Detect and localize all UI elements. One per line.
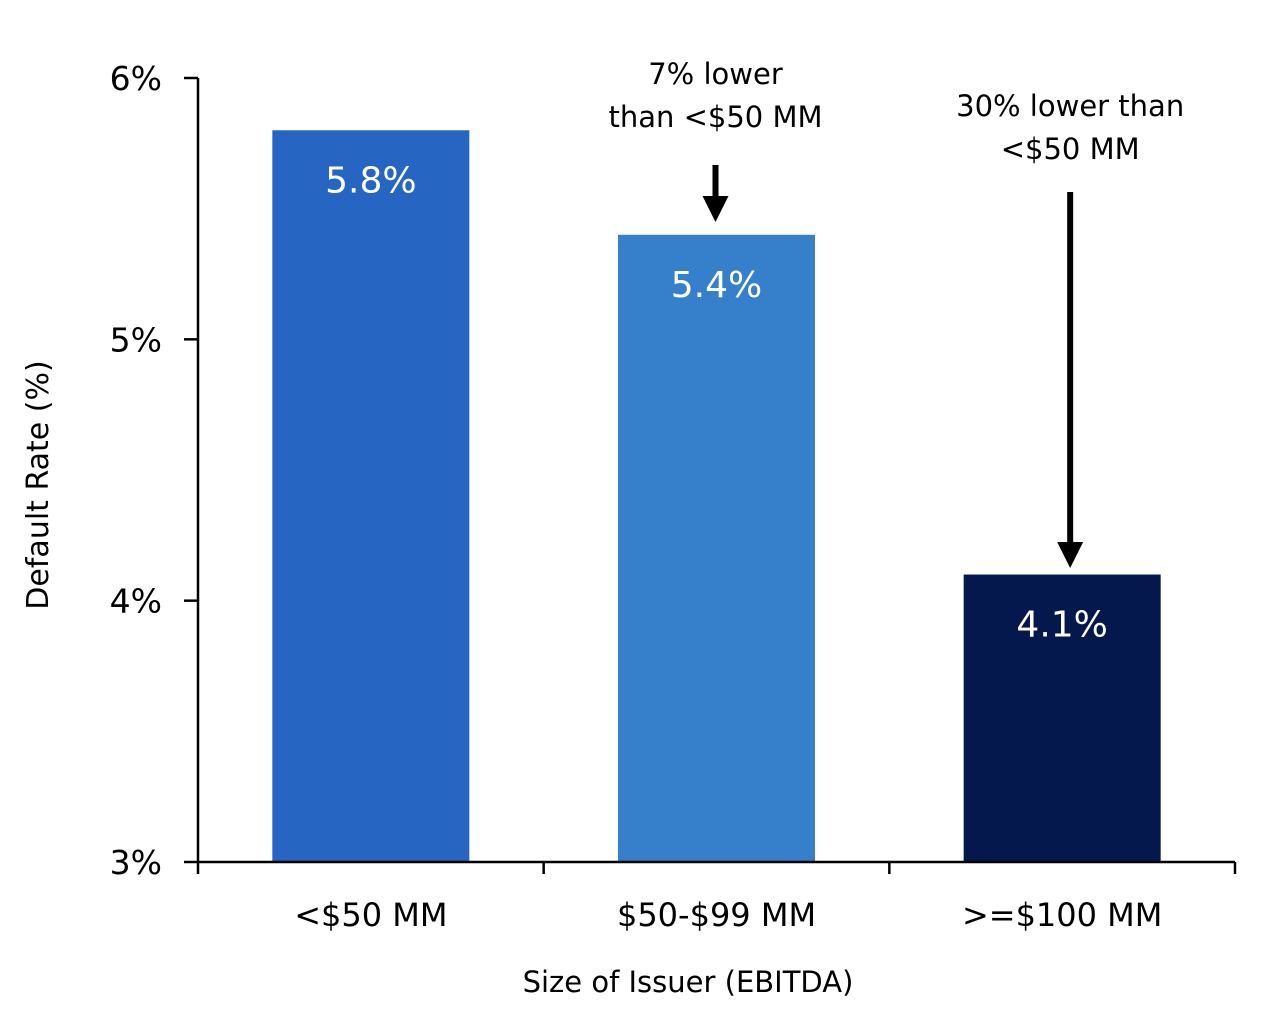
arrow-head-icon bbox=[1057, 542, 1084, 568]
data-label: 5.4% bbox=[671, 265, 762, 306]
arrow-head-icon bbox=[702, 196, 729, 222]
bar bbox=[618, 234, 815, 863]
annotation-text: 7% lower bbox=[648, 57, 783, 91]
x-tick-label: <$50 MM bbox=[294, 896, 447, 934]
y-tick-label: 5% bbox=[110, 320, 162, 359]
data-label: 5.8% bbox=[325, 160, 416, 201]
bar bbox=[963, 574, 1161, 862]
x-tick-label: >=$100 MM bbox=[962, 896, 1162, 934]
x-tick-label: $50-$99 MM bbox=[617, 896, 816, 934]
x-axis-title: Size of Issuer (EBITDA) bbox=[523, 965, 854, 999]
y-tick-label: 3% bbox=[110, 843, 162, 882]
y-tick-label: 6% bbox=[110, 59, 162, 98]
data-label: 4.1% bbox=[1016, 605, 1107, 646]
annotation-text: 30% lower than bbox=[956, 89, 1184, 123]
annotation-text: <$50 MM bbox=[1001, 132, 1140, 166]
annotation-text: than <$50 MM bbox=[608, 100, 822, 134]
y-tick-label: 4% bbox=[110, 582, 162, 621]
y-axis-title: Default Rate (%) bbox=[21, 360, 56, 609]
bar bbox=[272, 130, 470, 862]
